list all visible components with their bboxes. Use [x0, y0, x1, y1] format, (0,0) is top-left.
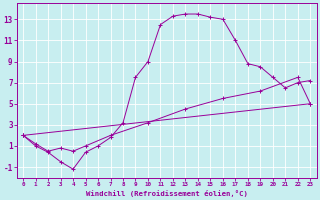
X-axis label: Windchill (Refroidissement éolien,°C): Windchill (Refroidissement éolien,°C) — [86, 190, 248, 197]
